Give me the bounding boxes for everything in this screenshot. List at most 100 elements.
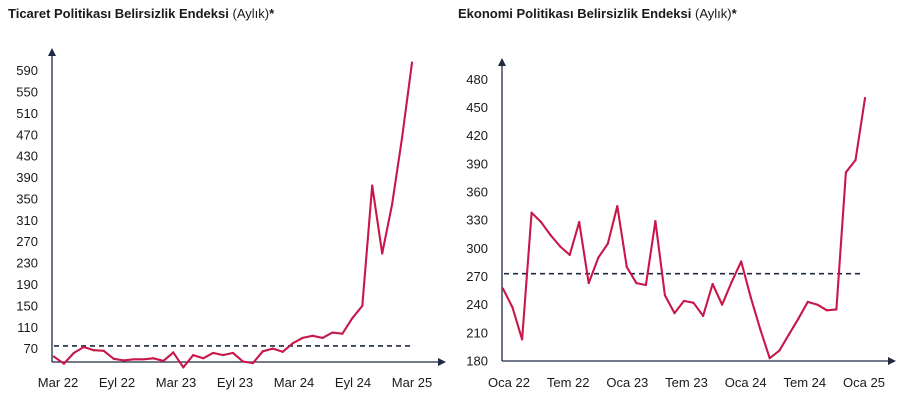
chart-title-mark: * [269,6,275,21]
data-point [721,303,724,306]
chart-title: Ticaret Politikası Belirsizlik Endeksi (… [8,6,274,21]
x-tick-label: Eyl 24 [335,375,371,390]
data-point [92,349,95,352]
y-tick-label: 150 [16,298,38,313]
data-point [768,357,771,360]
data-point [391,203,394,206]
data-point [62,362,66,365]
y-tick-label: 510 [16,106,38,121]
series-line [501,97,867,360]
data-point [606,242,609,245]
data-point [816,303,819,306]
chart-title-mark: * [731,6,737,21]
y-axis-arrow-icon [498,58,506,66]
data-point [863,97,867,100]
data-point [291,342,294,345]
x-tick-label: Mar 25 [392,375,432,390]
data-point [749,296,752,299]
y-tick-label: 70 [24,341,38,356]
data-point [361,304,364,307]
y-tick-label: 310 [16,213,38,228]
x-tick-label: Tem 24 [784,375,827,390]
data-point [854,159,857,162]
data-point [72,351,75,355]
x-tick-label: Mar 23 [156,375,196,390]
data-point [82,345,85,349]
chart-panel-economic-policy: Ekonomi Politikası Belirsizlik Endeksi (… [450,0,900,401]
data-point [400,136,404,139]
data-point [122,359,125,362]
chart-title-suffix: (Aylık) [694,6,732,21]
data-point [112,357,115,360]
y-tick-label: 350 [16,191,38,206]
data-point [311,334,314,337]
data-point [281,350,284,353]
data-point [692,301,695,304]
data-point [844,171,848,174]
data-point [663,294,667,297]
data-point [673,312,676,315]
data-point [182,366,185,369]
y-tick-label: 390 [466,156,488,171]
data-point [102,349,105,352]
y-tick-label: 110 [17,320,38,335]
data-point [202,357,205,360]
y-tick-label: 180 [466,354,488,369]
y-tick-label: 390 [16,170,38,185]
data-point [241,360,245,363]
x-tick-label: Oca 22 [488,375,530,390]
data-point [501,287,505,290]
data-point [162,359,165,363]
data-point [221,353,225,357]
data-point [142,358,145,361]
data-point [682,299,686,303]
data-point [520,338,524,341]
y-tick-label: 550 [16,85,38,100]
data-point [625,266,628,269]
data-point [701,314,705,318]
x-tick-label: Oca 24 [725,375,767,390]
data-point [797,317,800,320]
y-tick-label: 450 [466,100,488,115]
series-line [52,61,414,369]
data-point [806,300,809,303]
y-tick-label: 480 [466,72,488,87]
chart-title-suffix: (Aylık) [232,6,270,21]
chart-title-main: Ekonomi Politikası Belirsizlik Endeksi [458,6,692,21]
data-point [540,220,543,224]
data-point [172,351,175,354]
data-point [511,306,514,309]
data-point [835,308,838,311]
x-tick-label: Oca 25 [843,375,885,390]
data-point [212,351,215,355]
y-tick-label: 420 [466,128,488,143]
data-point [132,358,135,361]
x-tick-label: Oca 23 [606,375,648,390]
y-tick-label: 330 [466,213,488,228]
data-point [351,317,354,320]
y-tick-label: 210 [466,325,488,340]
data-point [261,350,264,353]
y-tick-label: 270 [16,234,38,249]
economic-policy-chart-svg: 180 210 240 270 300 330 360 390 420 450 480 Oca 22 T… [466,58,896,390]
x-tick-label: Mar 24 [274,375,314,390]
y-tick-label: 190 [16,277,38,292]
data-point [251,361,254,365]
trade-policy-chart-svg: 70 110 150 190 230 270 310 350 390 430 470 510 550 59… [16,48,446,390]
data-point [635,281,638,285]
data-point [559,245,562,248]
data-point [654,220,657,223]
x-tick-label: Tem 22 [547,375,590,390]
data-point [616,205,619,208]
data-point [381,252,384,255]
y-tick-label: 240 [466,297,488,312]
x-axis-arrow-icon [438,358,446,366]
y-tick-label: 230 [16,256,38,271]
data-point [578,220,581,224]
data-point [530,211,533,214]
data-point [152,357,155,360]
y-axis-arrow-icon [48,48,56,56]
data-point [341,332,344,335]
data-point [730,281,733,284]
y-tick-label: 590 [16,63,38,78]
